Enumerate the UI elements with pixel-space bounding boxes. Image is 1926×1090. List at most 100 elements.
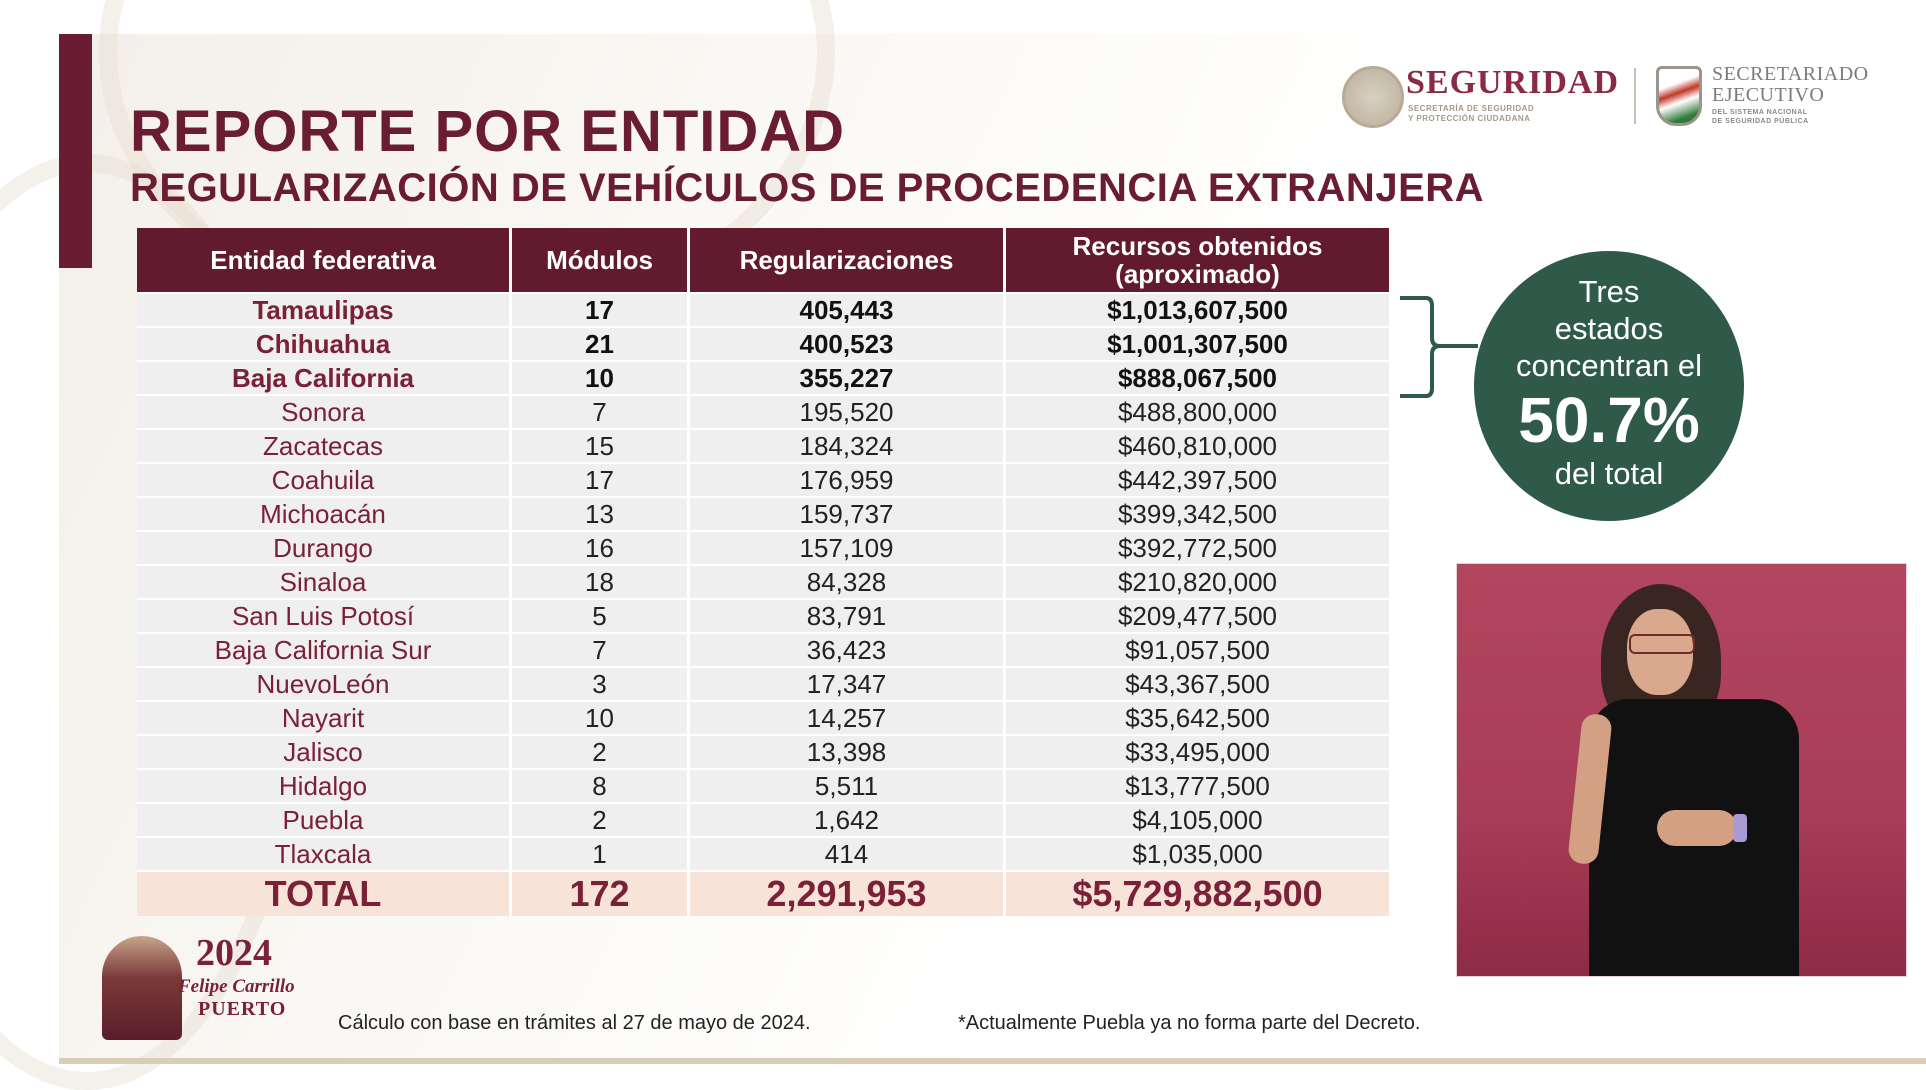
cell-recursos: $1,035,000: [1006, 836, 1389, 870]
commemorative-surname: PUERTO: [198, 998, 287, 1020]
table-row: Coahuila 17 176,959 $442,397,500: [137, 462, 1389, 496]
cell-entidad: Puebla: [137, 802, 512, 836]
sign-language-video-inset: [1456, 563, 1907, 977]
secretariado-name-line: SECRETARIADO: [1712, 63, 1869, 85]
cell-modulos: 10: [512, 700, 690, 734]
cell-modulos: 17: [512, 292, 690, 326]
cell-recursos: $35,642,500: [1006, 700, 1389, 734]
cell-recursos: $33,495,000: [1006, 734, 1389, 768]
footnote-calculation: Cálculo con base en trámites al 27 de ma…: [338, 1012, 811, 1034]
secretariado-sub-line: DEL SISTEMA NACIONAL: [1712, 109, 1808, 116]
cell-entidad: Tlaxcala: [137, 836, 512, 870]
cell-regularizaciones: 157,109: [690, 530, 1006, 564]
callout-line: del total: [1554, 456, 1664, 491]
national-seal-icon: [1342, 66, 1404, 128]
cell-modulos: 2: [512, 734, 690, 768]
cell-entidad: Jalisco: [137, 734, 512, 768]
cell-modulos: 10: [512, 360, 690, 394]
callout-line: estados: [1554, 311, 1664, 346]
cell-modulos: 7: [512, 394, 690, 428]
cell-modulos: 8: [512, 768, 690, 802]
table-header-row: Entidad federativa Módulos Regularizacio…: [137, 228, 1389, 292]
cell-regularizaciones: 159,737: [690, 496, 1006, 530]
table-row: Durango 16 157,109 $392,772,500: [137, 530, 1389, 564]
total-row: TOTAL 172 2,291,953 $5,729,882,500: [137, 870, 1389, 916]
cell-entidad: Baja California Sur: [137, 632, 512, 666]
interpreter-glasses: [1629, 634, 1695, 654]
header-logos: SEGURIDAD SECRETARÍA DE SEGURIDAD Y PROT…: [1338, 62, 1898, 132]
cell-recursos: $488,800,000: [1006, 394, 1389, 428]
column-header-modulos: Módulos: [512, 228, 690, 292]
cell-recursos: $13,777,500: [1006, 768, 1389, 802]
cell-modulos: 21: [512, 326, 690, 360]
callout-percent: 50.7%: [1518, 384, 1700, 456]
cell-modulos: 2: [512, 802, 690, 836]
cell-entidad: Michoacán: [137, 496, 512, 530]
interpreter-wristband: [1733, 814, 1747, 842]
cell-recursos: $1,001,307,500: [1006, 326, 1389, 360]
cell-regularizaciones: 355,227: [690, 360, 1006, 394]
secretariado-sub-line: DE SEGURIDAD PÚBLICA: [1712, 118, 1809, 125]
bottom-rule: [59, 1058, 1926, 1064]
cell-regularizaciones: 84,328: [690, 564, 1006, 598]
table-row: Chihuahua 21 400,523 $1,001,307,500: [137, 326, 1389, 360]
cell-recursos: $210,820,000: [1006, 564, 1389, 598]
accent-bar: [59, 34, 92, 268]
report-table: Entidad federativa Módulos Regularizacio…: [137, 228, 1389, 916]
cell-recursos: $43,367,500: [1006, 666, 1389, 700]
callout-line: Tres: [1578, 274, 1640, 309]
cell-recursos: $1,013,607,500: [1006, 292, 1389, 326]
cell-modulos: 15: [512, 428, 690, 462]
cell-recursos: $209,477,500: [1006, 598, 1389, 632]
cell-regularizaciones: 17,347: [690, 666, 1006, 700]
seguridad-sub-line: SECRETARÍA DE SEGURIDAD: [1408, 104, 1535, 113]
cell-modulos: 16: [512, 530, 690, 564]
cell-recursos: $888,067,500: [1006, 360, 1389, 394]
cell-regularizaciones: 400,523: [690, 326, 1006, 360]
seguridad-logo-subtitle: SECRETARÍA DE SEGURIDAD Y PROTECCIÓN CIU…: [1408, 104, 1534, 124]
cell-regularizaciones: 176,959: [690, 462, 1006, 496]
page-title: REPORTE POR ENTIDAD: [130, 99, 846, 164]
cell-entidad: Baja California: [137, 360, 512, 394]
secretariado-name-line: EJECUTIVO: [1712, 84, 1825, 106]
cell-modulos: 1: [512, 836, 690, 870]
cell-regularizaciones: 184,324: [690, 428, 1006, 462]
cell-modulos: 7: [512, 632, 690, 666]
secretariado-logo-text: SECRETARIADO EJECUTIVO: [1712, 64, 1869, 106]
seguridad-sub-line: Y PROTECCIÓN CIUDADANA: [1408, 114, 1531, 123]
page-subtitle: REGULARIZACIÓN DE VEHÍCULOS DE PROCEDENC…: [130, 166, 1485, 210]
column-header-entidad: Entidad federativa: [137, 228, 512, 292]
cell-modulos: 5: [512, 598, 690, 632]
column-header-recursos: Recursos obtenidos (aproximado): [1006, 228, 1389, 292]
commemorative-year: 2024: [196, 932, 272, 974]
cell-recursos: $399,342,500: [1006, 496, 1389, 530]
table-row: Tamaulipas 17 405,443 $1,013,607,500: [137, 292, 1389, 326]
cell-recursos: $392,772,500: [1006, 530, 1389, 564]
interpreter-hand: [1657, 810, 1737, 846]
total-recursos: $5,729,882,500: [1006, 870, 1389, 916]
table-row: Sonora 7 195,520 $488,800,000: [137, 394, 1389, 428]
table-body: Tamaulipas 17 405,443 $1,013,607,500 Chihuah…: [137, 292, 1389, 870]
table-row: Jalisco 2 13,398 $33,495,000: [137, 734, 1389, 768]
cell-recursos: $442,397,500: [1006, 462, 1389, 496]
portrait-icon: [102, 936, 182, 1040]
cell-entidad: San Luis Potosí: [137, 598, 512, 632]
table-row: Tlaxcala 1 414 $1,035,000: [137, 836, 1389, 870]
cell-modulos: 17: [512, 462, 690, 496]
cell-regularizaciones: 13,398: [690, 734, 1006, 768]
table-row: Sinaloa 18 84,328 $210,820,000: [137, 564, 1389, 598]
table-row: Baja California Sur 7 36,423 $91,057,500: [137, 632, 1389, 666]
total-modulos: 172: [512, 870, 690, 916]
secretariado-logo-subtitle: DEL SISTEMA NACIONAL DE SEGURIDAD PÚBLIC…: [1712, 108, 1809, 126]
cell-recursos: $460,810,000: [1006, 428, 1389, 462]
callout-circle: Tres estados concentran el 50.7% del tot…: [1474, 251, 1744, 521]
commemorative-logo: 2024 Felipe Carrillo PUERTO: [86, 926, 316, 1044]
cell-entidad: Tamaulipas: [137, 292, 512, 326]
callout-line: concentran el: [1515, 348, 1703, 383]
total-regularizaciones: 2,291,953: [690, 870, 1006, 916]
total-label: TOTAL: [137, 870, 512, 916]
cell-regularizaciones: 14,257: [690, 700, 1006, 734]
cell-entidad: Durango: [137, 530, 512, 564]
cell-entidad: Nayarit: [137, 700, 512, 734]
table-row: Michoacán 13 159,737 $399,342,500: [137, 496, 1389, 530]
